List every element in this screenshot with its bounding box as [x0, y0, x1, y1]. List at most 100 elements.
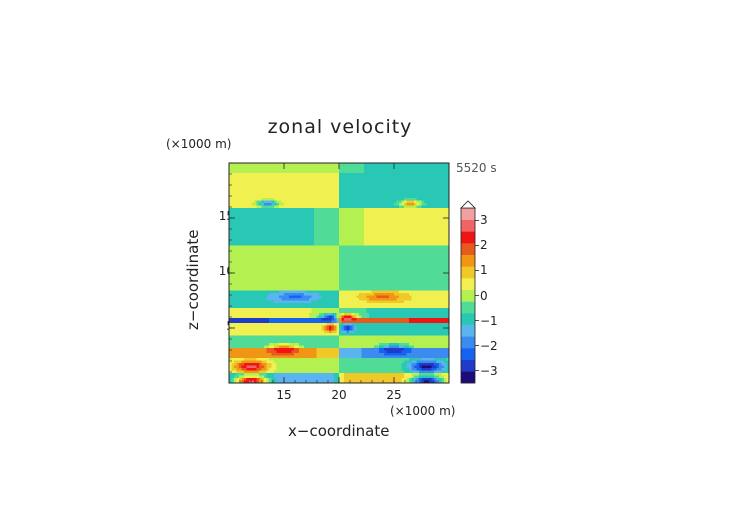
heatmap-cell	[379, 180, 382, 184]
heatmap-cell	[261, 280, 265, 284]
heatmap-cell	[256, 213, 260, 216]
heatmap-cell	[444, 228, 447, 231]
heatmap-cell	[281, 288, 285, 291]
heatmap-cell	[369, 228, 372, 231]
heatmap-cell	[376, 243, 380, 246]
heatmap-cell	[431, 225, 435, 229]
heatmap-cell	[321, 293, 325, 296]
heatmap-cell	[316, 208, 320, 211]
heatmap-cell	[339, 258, 342, 261]
heatmap-cell	[291, 235, 295, 239]
heatmap-cell	[339, 190, 342, 194]
heatmap-cell	[299, 223, 302, 226]
heatmap-cell	[386, 263, 390, 266]
heatmap-cell	[239, 278, 242, 281]
heatmap-cell	[434, 300, 437, 304]
heatmap-cell	[441, 260, 445, 264]
heatmap-cell	[254, 228, 257, 231]
heatmap-cell	[236, 213, 240, 216]
heatmap-cell	[264, 295, 267, 299]
heatmap-cell	[264, 265, 267, 269]
heatmap-cell	[329, 175, 332, 179]
heatmap-cell	[286, 303, 290, 306]
heatmap-cell	[406, 285, 410, 289]
heatmap-cell	[261, 255, 265, 259]
heatmap-cell	[316, 285, 320, 289]
heatmap-cell	[329, 275, 332, 279]
heatmap-cell	[434, 183, 437, 186]
heatmap-cell	[264, 253, 267, 256]
heatmap-cell	[419, 260, 422, 264]
heatmap-cell	[254, 178, 257, 181]
heatmap-cell	[274, 175, 277, 179]
heatmap-cell	[289, 260, 292, 264]
heatmap-cell	[434, 260, 437, 264]
heatmap-cell	[371, 163, 375, 166]
heatmap-cell	[279, 300, 282, 304]
heatmap-cell	[286, 163, 290, 166]
heatmap-cell	[386, 163, 390, 166]
heatmap-cell	[296, 195, 300, 199]
heatmap-cell	[389, 278, 392, 281]
heatmap-cell	[344, 303, 347, 306]
heatmap-cell	[276, 215, 280, 219]
heatmap-cell	[426, 225, 430, 229]
heatmap-cell	[279, 180, 282, 184]
heatmap-cell	[231, 280, 235, 284]
heatmap-cell	[246, 205, 250, 209]
heatmap-cell	[376, 260, 380, 264]
heatmap-cell	[366, 235, 370, 239]
heatmap-cell	[296, 270, 300, 274]
heatmap-cell	[329, 190, 332, 194]
heatmap-cell	[421, 185, 425, 189]
heatmap-cell	[251, 175, 255, 179]
heatmap-cell	[331, 240, 335, 244]
heatmap-cell	[316, 273, 320, 276]
heatmap-cell	[324, 243, 327, 246]
heatmap-cell	[241, 195, 245, 199]
heatmap-cell	[326, 175, 330, 179]
heatmap-cell	[379, 195, 382, 199]
heatmap-cell	[416, 223, 420, 226]
heatmap-cell	[264, 208, 267, 211]
heatmap-cell	[364, 163, 367, 166]
heatmap-cell	[291, 203, 295, 206]
heatmap-cell	[436, 173, 440, 176]
heatmap-cell	[234, 170, 237, 174]
heatmap-cell	[379, 275, 382, 279]
heatmap-cell	[244, 283, 247, 286]
heatmap-cell	[314, 260, 317, 264]
heatmap-cell	[424, 273, 427, 276]
heatmap-cell	[391, 195, 395, 199]
heatmap-cell	[271, 220, 275, 224]
heatmap-cell	[426, 273, 430, 276]
heatmap-cell	[291, 170, 295, 174]
heatmap-cell	[236, 298, 240, 301]
heatmap-cell	[386, 298, 390, 301]
heatmap-cell	[434, 255, 437, 259]
heatmap-cell	[389, 260, 392, 264]
heatmap-cell	[401, 175, 405, 179]
heatmap-cell	[296, 300, 300, 304]
heatmap-cell	[426, 290, 430, 294]
heatmap-cell	[446, 178, 450, 181]
heatmap-cell	[416, 273, 420, 276]
heatmap-cell	[386, 175, 390, 179]
heatmap-cell	[279, 165, 282, 169]
heatmap-cell	[276, 255, 280, 259]
heatmap-cell	[424, 208, 427, 211]
heatmap-cell	[239, 218, 242, 221]
heatmap-cell	[381, 288, 385, 291]
heatmap-cell	[234, 253, 237, 256]
heatmap-cell	[236, 243, 240, 246]
heatmap-cell	[239, 255, 242, 259]
heatmap-cell	[276, 303, 280, 306]
heatmap-cell	[441, 205, 445, 209]
heatmap-cell	[329, 255, 332, 259]
heatmap-cell	[314, 178, 317, 181]
heatmap-cell	[336, 228, 340, 231]
heatmap-cell	[259, 250, 262, 254]
heatmap-cell	[274, 215, 277, 219]
heatmap-cell	[296, 280, 300, 284]
heatmap-cell	[399, 290, 402, 294]
